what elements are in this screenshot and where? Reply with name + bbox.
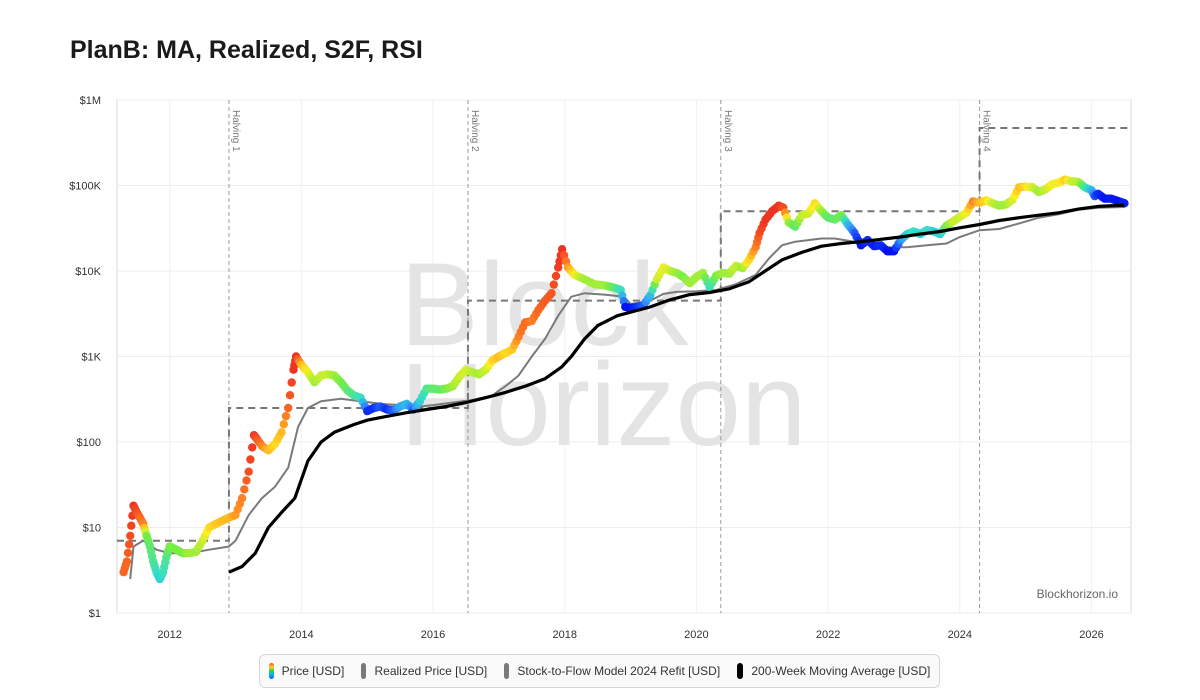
legend-item-s2f[interactable]: Stock-to-Flow Model 2024 Refit [USD] bbox=[504, 663, 720, 679]
x-tick-label: 2020 bbox=[684, 629, 708, 641]
y-tick-label: $100K bbox=[69, 181, 101, 193]
price-point bbox=[127, 521, 136, 530]
x-tick-label: 2016 bbox=[421, 629, 445, 641]
y-tick-label: $10K bbox=[75, 266, 101, 278]
price-point bbox=[285, 391, 295, 400]
price-point bbox=[246, 455, 255, 464]
halving-label: Halving 2 bbox=[469, 110, 480, 152]
legend-item-ma200[interactable]: 200-Week Moving Average [USD] bbox=[737, 663, 930, 679]
x-tick-label: 2022 bbox=[816, 629, 840, 641]
x-tick-label: 2026 bbox=[1079, 629, 1103, 641]
source-label: Blockhorizon.io bbox=[1037, 587, 1119, 601]
price-point bbox=[124, 540, 134, 549]
price-point bbox=[122, 557, 132, 566]
black-swatch-icon bbox=[737, 663, 744, 679]
legend-item-realized[interactable]: Realized Price [USD] bbox=[361, 663, 487, 679]
chart-title: PlanB: MA, Realized, S2F, RSI bbox=[70, 36, 423, 64]
price-point bbox=[551, 271, 561, 281]
price-point bbox=[126, 531, 135, 540]
legend-label-s2f: Stock-to-Flow Model 2024 Refit [USD] bbox=[517, 664, 721, 678]
price-point bbox=[123, 548, 133, 558]
chart-legend: Price [USD] Realized Price [USD] Stock-t… bbox=[259, 654, 940, 688]
price-point bbox=[547, 289, 556, 298]
y-tick-label: $1M bbox=[80, 95, 101, 107]
rainbow-swatch-icon bbox=[268, 663, 274, 679]
price-point bbox=[237, 494, 247, 503]
price-point bbox=[287, 378, 296, 387]
legend-label-realized: Realized Price [USD] bbox=[374, 664, 488, 678]
x-tick-label: 2014 bbox=[289, 629, 313, 641]
price-point bbox=[240, 485, 249, 494]
x-tick-label: 2024 bbox=[948, 629, 972, 641]
price-point bbox=[242, 476, 251, 485]
price-point bbox=[284, 403, 293, 413]
price-point bbox=[549, 280, 558, 289]
halving-label: Halving 1 bbox=[230, 110, 241, 152]
legend-label-price: Price [USD] bbox=[281, 664, 345, 678]
y-tick-label: $1 bbox=[89, 608, 101, 620]
y-tick-label: $10 bbox=[83, 523, 101, 535]
gray-swatch-icon bbox=[361, 663, 367, 679]
price-point bbox=[248, 443, 257, 452]
halving-label: Halving 4 bbox=[981, 110, 992, 152]
gray-swatch-icon bbox=[504, 663, 510, 679]
realized-price-line bbox=[129, 206, 1125, 580]
price-point bbox=[277, 428, 286, 437]
x-tick-label: 2018 bbox=[552, 629, 576, 641]
price-point bbox=[281, 411, 291, 421]
legend-label-ma200: 200-Week Moving Average [USD] bbox=[751, 664, 931, 678]
x-tick-label: 2012 bbox=[157, 629, 181, 641]
price-point bbox=[244, 467, 253, 476]
legend-item-price[interactable]: Price [USD] bbox=[268, 663, 345, 679]
price-point bbox=[279, 420, 288, 429]
ma200-line bbox=[228, 203, 1125, 574]
halving-label: Halving 3 bbox=[722, 110, 733, 152]
y-tick-label: $100 bbox=[77, 437, 101, 449]
y-tick-label: $1K bbox=[81, 352, 101, 364]
